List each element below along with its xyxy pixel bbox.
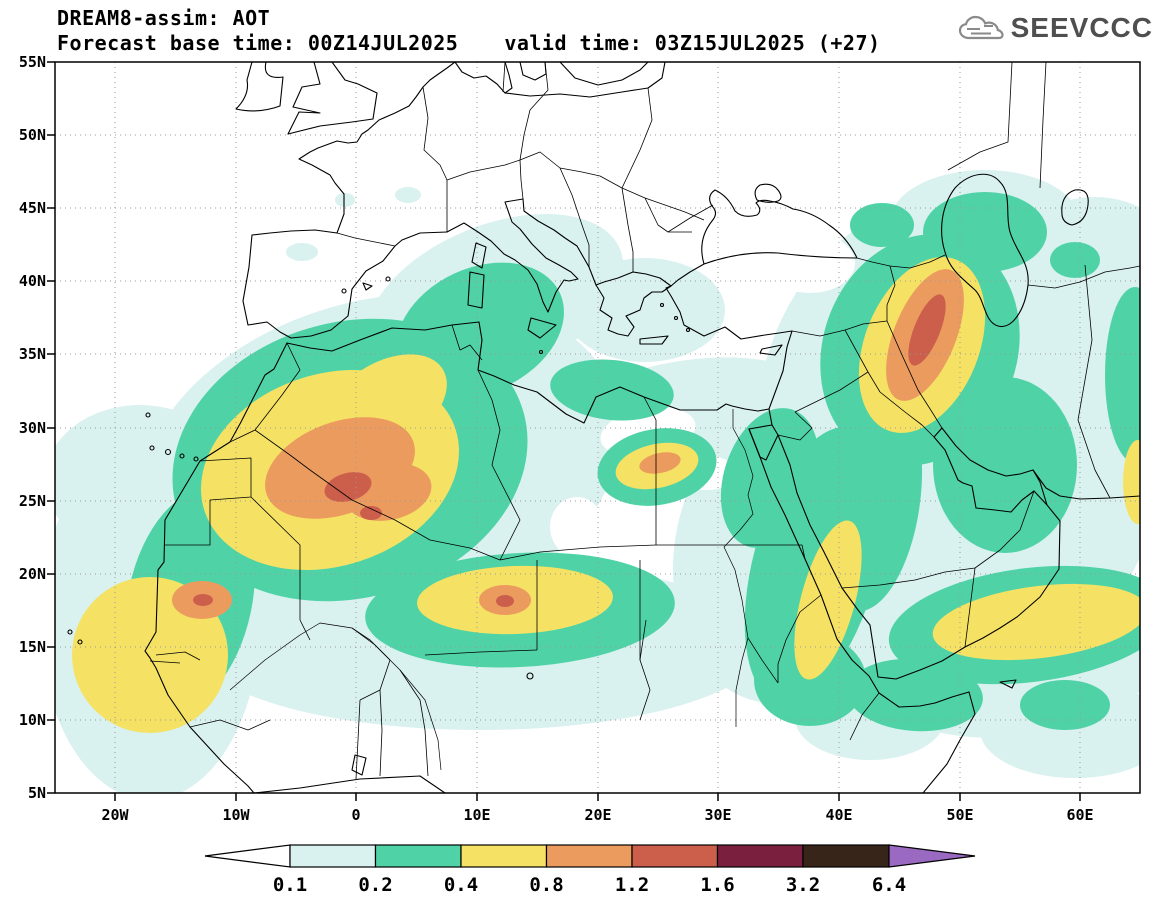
colorbar-label: 1.6 <box>700 874 734 896</box>
contour-fill-layers <box>55 170 1140 793</box>
lon-tick-label: 50E <box>946 806 973 824</box>
lat-tick-label: 10N <box>19 711 46 729</box>
axis-ticks <box>47 61 1081 801</box>
valid-time: valid time: 03Z15JUL2025 (+27) <box>504 31 881 55</box>
colorbar-label: 1.2 <box>615 874 649 896</box>
colorbar-label: 0.2 <box>358 874 392 896</box>
plot-border <box>54 61 1141 794</box>
page-title: DREAM8-assim: AOT <box>57 6 271 30</box>
graticule <box>55 62 1140 793</box>
country-borders <box>149 62 1140 780</box>
lon-axis: 20W 10W 0 10E 20E 30E 40E 50E 60E <box>101 806 1093 824</box>
seevccc-logo: SEEVCCC <box>957 12 1153 44</box>
lat-tick-label: 30N <box>19 419 46 437</box>
cloud-icon <box>958 15 1004 40</box>
colorbar-arrow-right <box>888 844 976 868</box>
page-subtitle: Forecast base time: 00Z14JUL2025 valid ti… <box>57 31 881 55</box>
logo-text: SEEVCCC <box>1010 12 1153 43</box>
colorbar <box>204 844 976 868</box>
lat-axis: 55N 50N 45N 40N 35N 30N 25N 20N 15N 10N … <box>19 53 46 802</box>
lat-tick-label: 50N <box>19 126 46 144</box>
lat-tick-label: 55N <box>19 53 46 71</box>
lon-tick-label: 20E <box>584 806 611 824</box>
colorbar-segment <box>460 844 548 868</box>
colorbar-label: 0.8 <box>529 874 563 896</box>
map-linework <box>67 62 1140 793</box>
lon-tick-label: 0 <box>351 806 360 824</box>
lon-tick-label: 40E <box>825 806 852 824</box>
lat-tick-label: 45N <box>19 199 46 217</box>
colorbar-segment <box>802 844 890 868</box>
colorbar-label: 6.4 <box>872 874 906 896</box>
forecast-base-time: Forecast base time: 00Z14JUL2025 <box>57 31 459 55</box>
lon-tick-label: 10W <box>222 806 250 824</box>
colorbar-arrow-left <box>204 844 291 868</box>
colorbar-segment <box>631 844 719 868</box>
lat-tick-label: 20N <box>19 565 46 583</box>
coastlines <box>67 62 1140 793</box>
colorbar-labels: 0.1 0.2 0.4 0.8 1.2 1.6 3.2 6.4 <box>273 874 906 896</box>
lat-tick-label: 35N <box>19 345 46 363</box>
contour-layer-1p2 <box>193 294 946 607</box>
colorbar-segment <box>716 844 804 868</box>
lat-tick-label: 15N <box>19 638 46 656</box>
lat-tick-label: 25N <box>19 492 46 510</box>
colorbar-segment <box>289 844 377 868</box>
lon-tick-label: 20W <box>101 806 129 824</box>
colorbar-label: 0.4 <box>444 874 478 896</box>
colorbar-label: 3.2 <box>786 874 820 896</box>
lat-tick-label: 40N <box>19 272 46 290</box>
lon-tick-label: 10E <box>463 806 490 824</box>
colorbar-segment <box>374 844 462 868</box>
colorbar-segment <box>545 844 633 868</box>
rivers <box>229 409 779 771</box>
lon-tick-label: 60E <box>1066 806 1093 824</box>
colorbar-label: 0.1 <box>273 874 307 896</box>
lon-tick-label: 30E <box>704 806 731 824</box>
lat-tick-label: 5N <box>28 784 46 802</box>
